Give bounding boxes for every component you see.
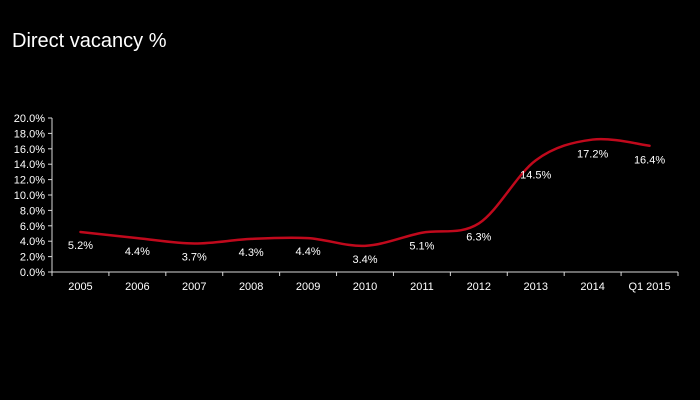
y-tick-label: 0.0% [20, 267, 45, 279]
series-line-group [79, 137, 651, 248]
x-tick-label: 2013 [523, 281, 547, 293]
y-tick-label: 8.0% [20, 205, 45, 217]
x-tick-label: 2012 [467, 281, 491, 293]
y-tick-label: 14.0% [14, 159, 45, 171]
data-label: 5.1% [409, 241, 434, 253]
x-tick-label: 2008 [239, 281, 263, 293]
data-label: 4.3% [239, 247, 264, 259]
x-tick-label: 2006 [125, 281, 149, 293]
data-label: 4.4% [296, 246, 321, 258]
y-tick-label: 10.0% [14, 190, 45, 202]
data-label: 6.3% [466, 231, 491, 243]
x-tick-label: 2010 [353, 281, 377, 293]
series-line [79, 137, 651, 248]
x-tick-label: 2007 [182, 281, 206, 293]
y-tick-label: 18.0% [14, 128, 45, 140]
y-tick-label: 20.0% [14, 113, 45, 125]
data-label: 16.4% [634, 155, 665, 167]
y-tick-label: 6.0% [20, 221, 45, 233]
chart-title: Direct vacancy % [12, 30, 167, 52]
data-label: 14.5% [520, 169, 551, 181]
data-label: 3.7% [182, 252, 207, 264]
x-tick-label: 2011 [410, 281, 434, 293]
y-tick-label: 2.0% [20, 252, 45, 264]
x-tick-label: 2009 [296, 281, 320, 293]
y-tick-label: 16.0% [14, 144, 45, 156]
x-tick-label: Q1 2015 [628, 281, 670, 293]
data-label: 4.4% [125, 246, 150, 258]
x-tick-label: 2014 [580, 281, 604, 293]
data-labels: 5.2% 4.4% 3.7% 4.3% 4.4% 3.4% 5.1% 6.3% 14.5% 17.… [68, 149, 665, 266]
data-label: 3.4% [352, 254, 377, 266]
x-tick-label: 2005 [68, 281, 92, 293]
y-tick-label: 12.0% [14, 175, 45, 187]
data-label: 5.2% [68, 240, 93, 252]
x-axis: 2005 2006 2007 2008 2009 2010 2011 2012 2013 2014… [51, 271, 679, 293]
y-axis: 0.0% 2.0% 4.0% 6.0% 8.0% 10.0% 12.0% 14.0% 16.0%… [14, 113, 53, 279]
y-tick-label: 4.0% [20, 236, 45, 248]
data-label: 17.2% [577, 149, 608, 161]
